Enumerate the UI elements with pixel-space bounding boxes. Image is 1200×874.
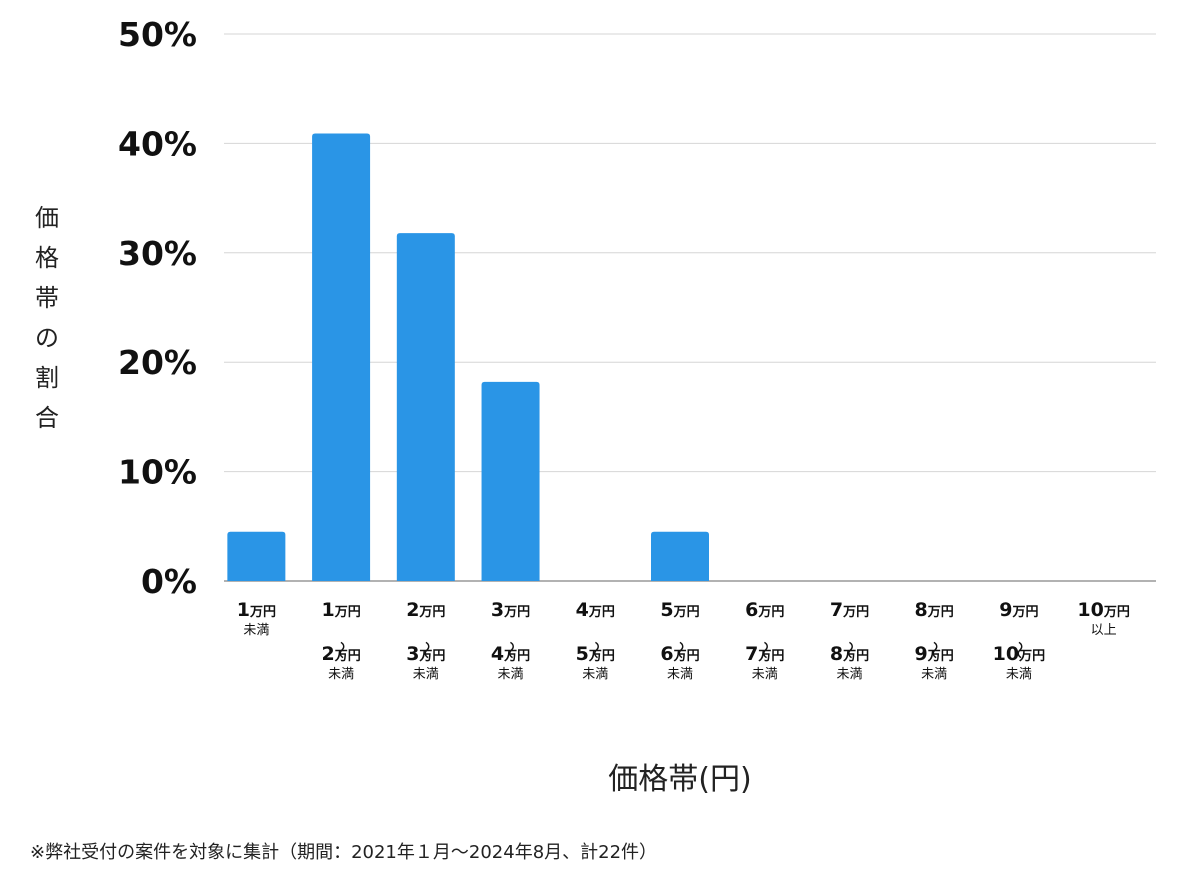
x-tick-label-4-0: 4万円 xyxy=(576,599,615,621)
x-tick-label-10-1: 以上 xyxy=(1091,623,1117,638)
x-tick-label-5-3: 未満 xyxy=(667,667,693,682)
x-tick-label-8-2: 9万円 xyxy=(915,643,954,665)
y-tick-label: 0% xyxy=(141,562,197,601)
x-tick-label-4-1: 〜 xyxy=(584,641,605,659)
bar-3 xyxy=(481,381,540,581)
bar-0 xyxy=(227,531,286,581)
bar-2 xyxy=(396,233,455,581)
x-tick-label-9-2: 10万円 xyxy=(993,643,1045,665)
y-axis-title-char-5: 合 xyxy=(35,404,59,432)
y-axis-title-char-2: 帯 xyxy=(35,284,59,312)
y-axis-title-char-0: 価 xyxy=(35,204,59,232)
x-axis-title: 価格帯(円) xyxy=(608,762,752,797)
bar-5 xyxy=(651,531,709,581)
x-tick-label-6-1: 〜 xyxy=(754,641,775,659)
bars xyxy=(227,133,709,581)
y-tick-label: 20% xyxy=(118,343,197,382)
x-tick-label-2-2: 3万円 xyxy=(406,643,445,665)
y-tick-label: 50% xyxy=(118,15,197,54)
x-tick-label-6-2: 7万円 xyxy=(745,643,784,665)
x-tick-label-1-0: 1万円 xyxy=(321,599,360,621)
x-tick-label-4-2: 5万円 xyxy=(576,643,615,665)
x-tick-label-7-1: 〜 xyxy=(838,641,859,659)
x-tick-label-2-1: 〜 xyxy=(415,641,436,659)
x-tick-label-5-0: 5万円 xyxy=(660,599,699,621)
x-tick-label-4-3: 未満 xyxy=(582,667,608,682)
y-axis-title-char-1: 格 xyxy=(35,244,59,272)
x-tick-label-7-2: 8万円 xyxy=(830,643,869,665)
x-tick-label-7-3: 未満 xyxy=(836,667,862,682)
x-tick-label-8-0: 8万円 xyxy=(915,599,954,621)
bar-1 xyxy=(312,133,371,581)
x-tick-label-3-2: 4万円 xyxy=(491,643,530,665)
x-tick-label-2-0: 2万円 xyxy=(406,599,445,621)
x-tick-label-9-1: 〜 xyxy=(1008,641,1029,659)
x-tick-label-1-3: 未満 xyxy=(328,667,354,682)
grid-lines xyxy=(224,33,1156,582)
x-tick-label-3-3: 未満 xyxy=(498,667,524,682)
y-tick-label: 40% xyxy=(118,124,197,163)
x-tick-label-6-0: 6万円 xyxy=(745,599,784,621)
y-axis-title-char-3: の xyxy=(35,324,59,352)
x-tick-label-2-3: 未満 xyxy=(413,667,439,682)
y-tick-label: 30% xyxy=(118,234,197,273)
x-tick-label-1-2: 2万円 xyxy=(321,643,360,665)
x-tick-label-7-0: 7万円 xyxy=(830,599,869,621)
x-tick-label-6-3: 未満 xyxy=(752,667,778,682)
x-tick-label-10-0: 10万円 xyxy=(1077,599,1129,621)
x-tick-label-8-3: 未満 xyxy=(921,667,947,682)
y-tick-label: 10% xyxy=(118,453,197,492)
y-axis-title-char-4: 割 xyxy=(35,364,59,392)
x-tick-label-9-3: 未満 xyxy=(1006,667,1032,682)
x-tick-label-8-1: 〜 xyxy=(923,641,944,659)
x-tick-label-3-1: 〜 xyxy=(500,641,521,659)
x-tick-label-9-0: 9万円 xyxy=(999,599,1038,621)
x-tick-label-3-0: 3万円 xyxy=(491,599,530,621)
x-tick-label-1-1: 〜 xyxy=(330,641,351,659)
x-tick-label-0-1: 未満 xyxy=(243,623,269,638)
y-axis-title: 価格帯の割合 xyxy=(30,198,64,438)
x-tick-labels: 1万円未満1万円〜2万円未満2万円〜3万円未満3万円〜4万円未満4万円〜5万円未… xyxy=(237,599,1130,682)
x-tick-label-5-2: 6万円 xyxy=(660,643,699,665)
x-tick-label-5-1: 〜 xyxy=(669,641,690,659)
y-tick-labels: 0% 10% 20% 30% 40% 50% xyxy=(118,15,197,601)
footnote: ※弊社受付の案件を対象に集計（期間：2021年１月〜2024年8月、計22件） xyxy=(30,842,658,863)
x-tick-label-0-0: 1万円 xyxy=(237,599,276,621)
